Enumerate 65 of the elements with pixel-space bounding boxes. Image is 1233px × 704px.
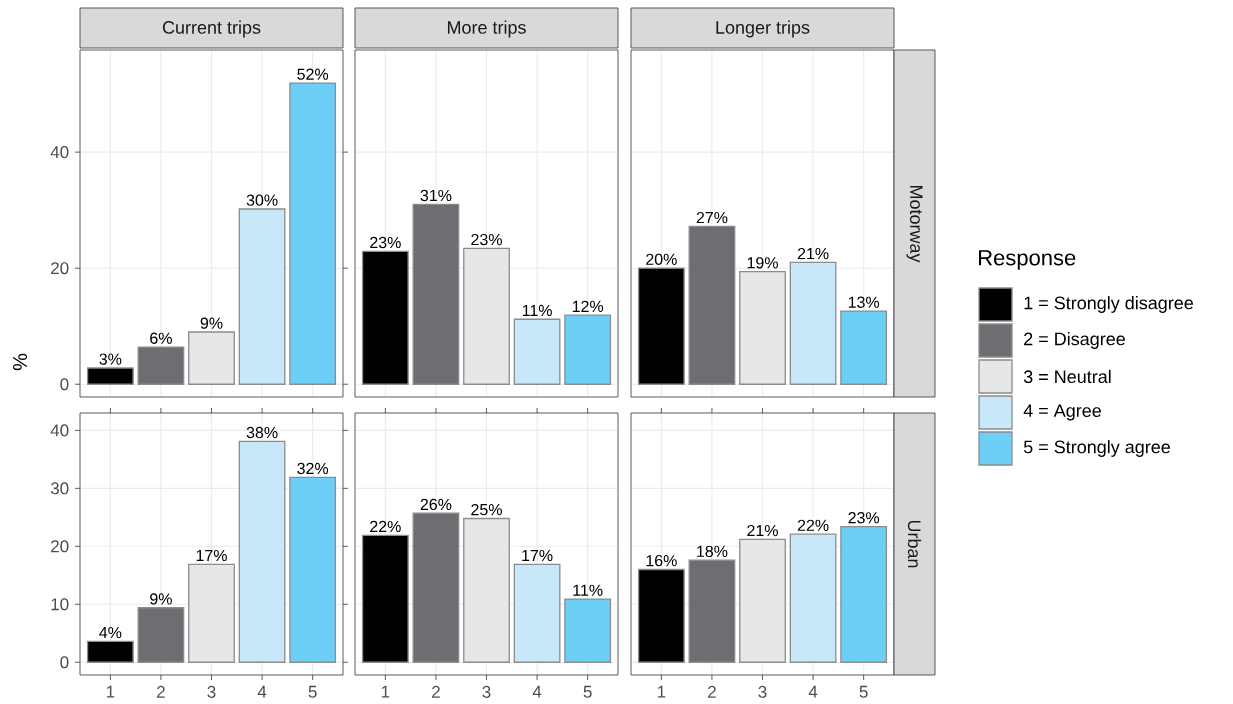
data-label: 30%	[246, 194, 278, 207]
data-label: 12%	[572, 300, 604, 313]
data-label: 21%	[797, 248, 829, 260]
y-tick-label: 0	[60, 656, 69, 669]
data-label: 13%	[848, 296, 880, 309]
chart-title: Longer trips	[716, 20, 810, 38]
data-label: 16%	[646, 555, 677, 567]
x-tick-label: 5	[859, 686, 868, 698]
data-label: 27%	[696, 212, 728, 224]
data-label: 11%	[573, 584, 603, 597]
legend-label: 5 = Strongly agree	[1023, 440, 1170, 458]
data-label: 17%	[196, 550, 227, 562]
data-label: 31%	[420, 190, 452, 202]
data-label: 38%	[246, 427, 278, 439]
x-tick-label: 5	[308, 686, 317, 698]
data-label: 22%	[370, 521, 401, 533]
x-tick-label: 2	[432, 686, 440, 698]
data-label: 32%	[297, 463, 329, 475]
x-tick-label: 2	[708, 686, 716, 698]
data-label: 4%	[99, 627, 122, 639]
data-label: 9%	[200, 317, 223, 330]
data-label: 23%	[471, 234, 502, 246]
y-tick-label: 20	[51, 540, 69, 553]
x-tick-label: 2	[157, 686, 165, 698]
x-tick-label: 5	[583, 686, 592, 698]
data-label: 6%	[150, 332, 172, 345]
data-label: 26%	[420, 498, 452, 511]
data-label: 18%	[697, 545, 728, 558]
y-tick-label: 40	[50, 146, 69, 159]
chart-title: Current trips	[162, 20, 261, 38]
x-tick-label: 1	[381, 686, 390, 698]
legend-label: 3 = Neutral	[1023, 370, 1111, 384]
y-tick-label: 30	[50, 482, 69, 495]
y-tick-label: 10	[51, 598, 69, 611]
y-tick-label: 20	[51, 262, 69, 275]
x-tick-label: 3	[207, 686, 216, 699]
x-tick-label: 4	[257, 686, 267, 698]
y-tick-label: 40	[50, 424, 69, 437]
x-tick-label: 4	[808, 686, 818, 698]
legend-label: 2 = Disagree	[1024, 332, 1125, 350]
legend-label: 4 = Agree	[1023, 404, 1101, 421]
data-label: 25%	[471, 504, 502, 516]
y2-axis-title: Motorway	[906, 186, 923, 263]
x-tick-label: 1	[106, 686, 115, 698]
data-label: 23%	[848, 512, 880, 524]
x-tick-label: 4	[532, 686, 542, 698]
y-axis-title: %	[13, 354, 27, 371]
x-tick-label: 3	[758, 686, 767, 699]
data-label: 21%	[747, 525, 778, 537]
data-label: 52%	[297, 68, 329, 81]
data-label: 17%	[522, 550, 553, 562]
data-label: 19%	[747, 257, 778, 269]
legend-title: Response	[979, 250, 1076, 271]
data-label: 11%	[522, 305, 552, 317]
data-label: 22%	[797, 519, 829, 532]
data-label: 23%	[370, 237, 401, 249]
y2-axis-title: Urban	[907, 521, 922, 568]
y-tick-label: 0	[60, 378, 69, 391]
chart-title: More trips	[447, 20, 526, 38]
x-tick-label: 1	[657, 686, 666, 698]
data-label: 9%	[150, 593, 172, 605]
data-label: 20%	[646, 253, 677, 266]
x-tick-label: 3	[482, 686, 491, 699]
data-label: 3%	[99, 353, 122, 365]
legend-label: 1 = Strongly disagree	[1024, 296, 1193, 314]
